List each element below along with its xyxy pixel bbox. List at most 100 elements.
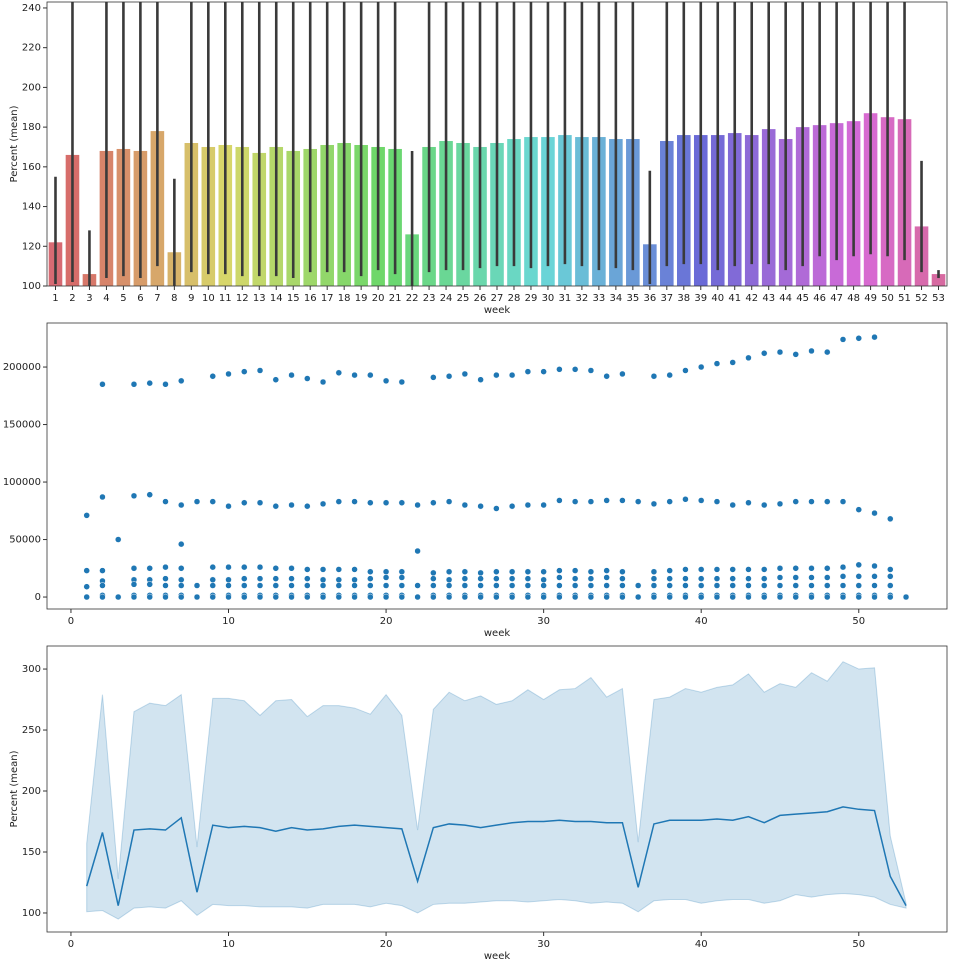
y-tick-label: 150000 bbox=[3, 420, 41, 431]
point bbox=[887, 573, 894, 580]
point bbox=[729, 501, 736, 509]
axes-frame bbox=[46, 1, 948, 287]
point bbox=[792, 593, 799, 601]
point bbox=[493, 575, 500, 582]
x-tick-label: 33 bbox=[593, 293, 606, 304]
x-tick-label: 40 bbox=[695, 939, 708, 950]
point bbox=[745, 575, 752, 582]
point bbox=[887, 582, 894, 589]
x-tick-label: 1 bbox=[52, 293, 58, 304]
point bbox=[697, 593, 705, 601]
x-tick-label: 24 bbox=[440, 293, 453, 304]
point bbox=[461, 501, 469, 509]
point bbox=[697, 582, 705, 589]
point bbox=[114, 536, 122, 543]
point bbox=[571, 366, 579, 373]
point bbox=[445, 576, 453, 584]
x-tick-label: 32 bbox=[576, 293, 589, 304]
point bbox=[571, 582, 579, 589]
point bbox=[650, 575, 658, 582]
x-tick-label: 48 bbox=[847, 293, 860, 304]
plot-area bbox=[85, 661, 907, 920]
point bbox=[241, 593, 248, 601]
point bbox=[477, 593, 484, 601]
point bbox=[666, 498, 673, 505]
point bbox=[99, 582, 106, 589]
point bbox=[304, 593, 311, 601]
point bbox=[99, 567, 106, 574]
point bbox=[760, 593, 768, 601]
point bbox=[209, 498, 217, 505]
point bbox=[871, 582, 878, 589]
point bbox=[319, 566, 327, 573]
point bbox=[745, 582, 752, 589]
point bbox=[351, 566, 358, 573]
point bbox=[130, 565, 138, 572]
point bbox=[729, 359, 736, 366]
point bbox=[288, 593, 295, 601]
point bbox=[666, 582, 673, 589]
point bbox=[619, 582, 626, 589]
point bbox=[83, 593, 90, 601]
point bbox=[146, 565, 153, 572]
x-tick-label: 49 bbox=[864, 293, 877, 304]
point bbox=[241, 499, 248, 506]
point bbox=[682, 582, 689, 589]
y-tick-label: 140 bbox=[22, 202, 41, 213]
point bbox=[682, 367, 689, 374]
point bbox=[839, 336, 847, 343]
point bbox=[808, 565, 815, 572]
point bbox=[130, 581, 138, 588]
x-tick-label: 10 bbox=[222, 939, 235, 950]
x-tick-label: 20 bbox=[380, 939, 393, 950]
point bbox=[430, 593, 437, 601]
point bbox=[524, 368, 532, 375]
point bbox=[697, 497, 705, 504]
plot-area bbox=[83, 333, 910, 601]
point bbox=[461, 582, 469, 589]
point bbox=[430, 582, 437, 589]
point bbox=[335, 566, 343, 573]
x-tick-label: 34 bbox=[610, 293, 623, 304]
point bbox=[650, 568, 658, 575]
point bbox=[603, 582, 610, 589]
point bbox=[776, 593, 784, 601]
point bbox=[162, 381, 169, 388]
point bbox=[634, 593, 642, 601]
point bbox=[493, 505, 500, 512]
y-tick-label: 200 bbox=[22, 786, 41, 797]
y-tick-label: 150 bbox=[22, 847, 41, 858]
point bbox=[382, 499, 390, 506]
point bbox=[445, 568, 453, 575]
x-tick-label: 18 bbox=[338, 293, 351, 304]
point bbox=[162, 563, 169, 571]
y-tick-label: 100 bbox=[22, 908, 41, 919]
point bbox=[256, 582, 264, 589]
point bbox=[398, 593, 406, 601]
y-tick-label: 160 bbox=[22, 162, 41, 173]
point bbox=[272, 502, 280, 510]
x-tick-label: 52 bbox=[915, 293, 928, 304]
x-tick-label: 35 bbox=[626, 293, 639, 304]
point bbox=[398, 582, 406, 589]
y-tick-label: 240 bbox=[22, 3, 41, 14]
point bbox=[571, 593, 579, 601]
x-tick-label: 19 bbox=[355, 293, 368, 304]
point bbox=[508, 502, 516, 510]
point bbox=[697, 575, 705, 582]
y-tick-label: 100000 bbox=[3, 477, 41, 488]
x-tick-label: 0 bbox=[68, 939, 74, 950]
point bbox=[209, 372, 217, 380]
point bbox=[824, 565, 831, 572]
x-tick-label: 14 bbox=[270, 293, 283, 304]
x-tick-label: 36 bbox=[643, 293, 656, 304]
point bbox=[477, 582, 484, 589]
x-tick-label: 12 bbox=[236, 293, 249, 304]
point bbox=[445, 498, 453, 505]
point bbox=[304, 502, 311, 510]
point bbox=[193, 593, 201, 601]
x-tick-label: 31 bbox=[559, 293, 572, 304]
point bbox=[697, 363, 705, 371]
chart: 0 50000 100000 150000 200000 0 10 20 30 40 50 week bbox=[3, 322, 948, 639]
